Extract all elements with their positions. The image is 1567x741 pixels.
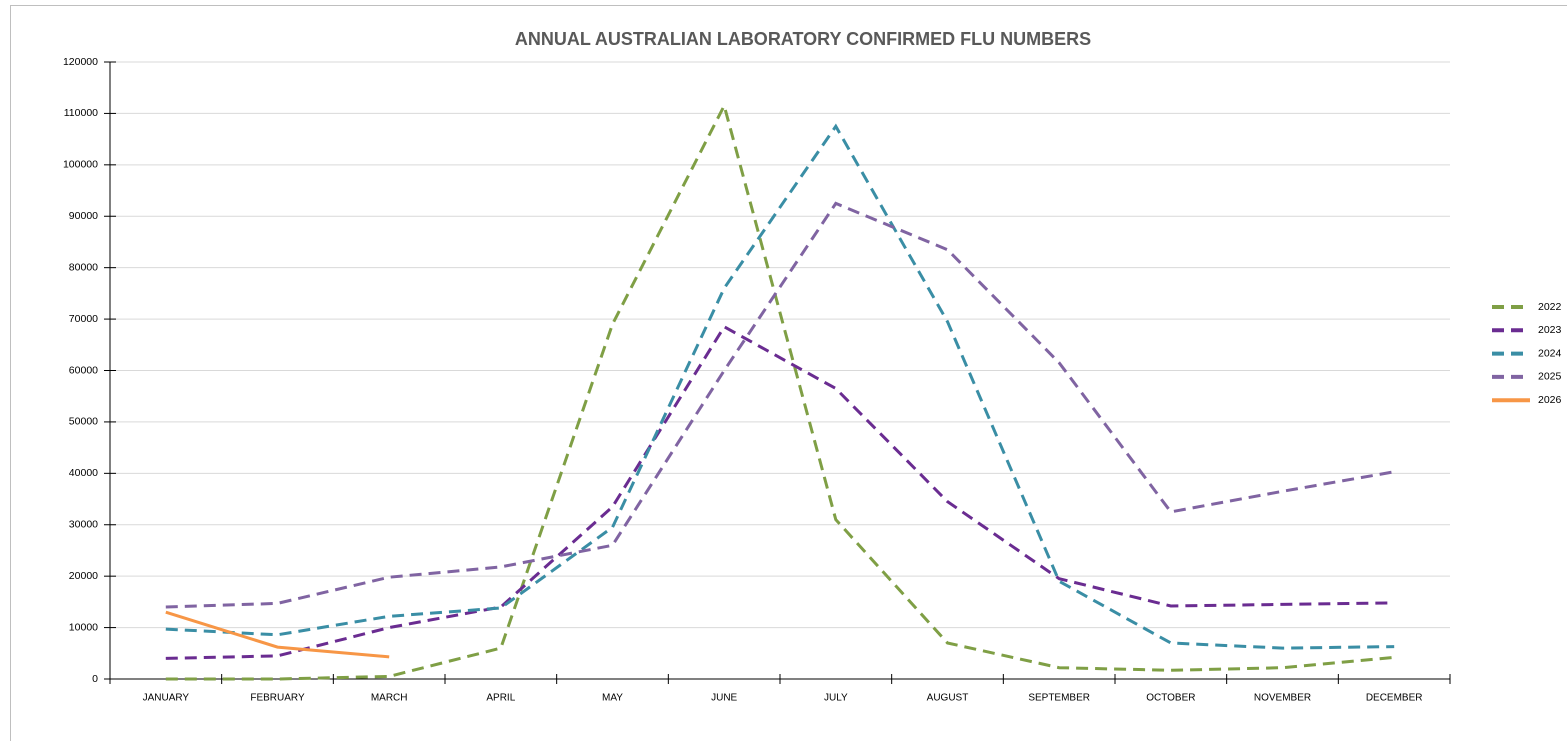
y-tick-label: 70000 <box>69 313 98 325</box>
y-tick-label: 110000 <box>64 107 98 119</box>
y-tick-label: 80000 <box>69 261 98 273</box>
series-line <box>165 123 1395 650</box>
x-tick-label: OCTOBER <box>1146 693 1195 704</box>
legend-label: 2026 <box>1538 394 1562 406</box>
x-tick-label: MARCH <box>371 693 408 704</box>
x-tick-label: JANUARY <box>143 693 190 704</box>
x-tick-label: SEPTEMBER <box>1028 693 1090 704</box>
series-line <box>165 201 1395 609</box>
chart-title: ANNUAL AUSTRALIAN LABORATORY CONFIRMED F… <box>515 29 1091 49</box>
legend-label: 2022 <box>1538 301 1562 313</box>
y-tick-label: 40000 <box>69 467 98 479</box>
x-tick-label: NOVEMBER <box>1254 693 1311 704</box>
series-line <box>165 610 390 659</box>
x-tick-label: DECEMBER <box>1366 693 1423 704</box>
y-tick-label: 90000 <box>69 210 98 222</box>
x-tick-label: FEBRUARY <box>250 693 305 704</box>
x-tick-label: JULY <box>824 693 848 704</box>
y-tick-label: 50000 <box>69 416 98 428</box>
legend-label: 2023 <box>1538 324 1562 336</box>
x-tick-label: MAY <box>602 693 623 704</box>
y-tick-label: 120000 <box>63 56 98 68</box>
x-tick-label: JUNE <box>711 693 737 704</box>
legend-label: 2025 <box>1538 371 1562 383</box>
x-tick-label: AUGUST <box>927 693 969 704</box>
series-line <box>165 101 1395 681</box>
chart-border <box>10 5 1567 741</box>
y-tick-label: 20000 <box>69 570 98 582</box>
y-tick-label: 0 <box>92 673 98 685</box>
y-tick-label: 10000 <box>69 621 98 633</box>
y-tick-label: 30000 <box>69 519 98 531</box>
y-tick-label: 100000 <box>63 159 98 171</box>
x-tick-label: APRIL <box>486 693 515 704</box>
series-line <box>165 324 1395 660</box>
y-tick-label: 60000 <box>69 364 98 376</box>
legend-label: 2024 <box>1538 347 1562 359</box>
